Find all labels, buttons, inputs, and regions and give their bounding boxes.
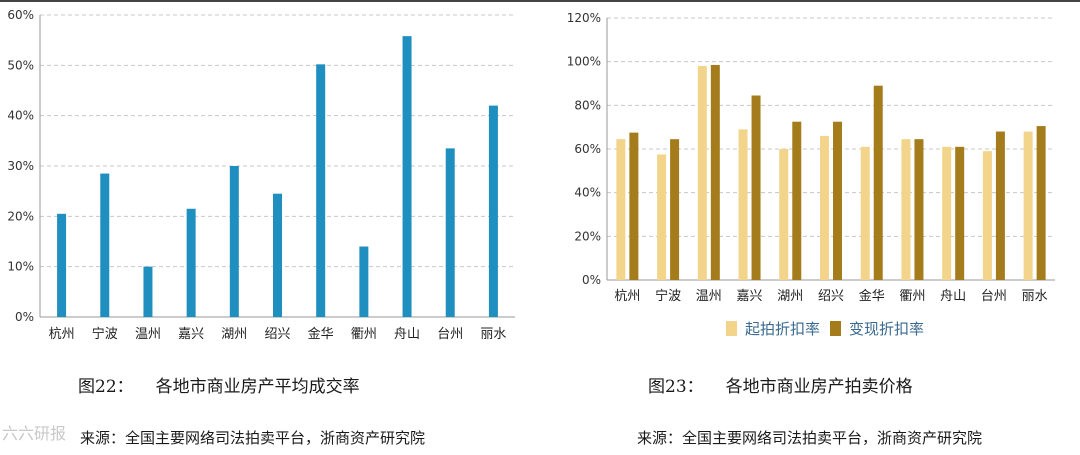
x-category-label: 金华 (308, 326, 334, 342)
bar (57, 213, 67, 317)
bar-start-discount (901, 139, 911, 280)
bar (229, 166, 239, 317)
watermark: 六六研报 (2, 424, 67, 443)
legend-swatch (830, 321, 841, 336)
y-tick-label: 120% (567, 11, 601, 25)
bar (273, 193, 282, 317)
bar-realized-discount (670, 139, 680, 280)
y-tick-label: 20% (7, 209, 34, 223)
bar (445, 148, 455, 317)
bar-start-discount (779, 149, 789, 280)
bar-realized-discount (955, 146, 965, 280)
bar-start-discount (1023, 131, 1033, 280)
x-category-label: 台州 (981, 289, 1007, 304)
x-category-label: 杭州 (49, 327, 75, 342)
x-category-label: 温州 (696, 289, 722, 304)
bar-start-discount (982, 151, 992, 280)
x-category-label: 绍兴 (818, 289, 844, 304)
y-tick-label: 60% (574, 142, 601, 156)
x-category-label: 衢州 (899, 289, 925, 304)
y-tick-label: 60% (7, 8, 34, 22)
bar-start-discount (942, 146, 952, 280)
right-caption-number: 图23： (648, 377, 704, 397)
bar-realized-discount (629, 132, 639, 280)
x-category-label: 舟山 (394, 327, 420, 342)
y-tick-label: 30% (7, 159, 34, 173)
x-category-label: 湖州 (777, 289, 803, 304)
x-category-label: 丽水 (480, 327, 506, 342)
y-tick-label: 0% (15, 310, 34, 324)
left-chart-average-transaction-rate: 0% 10% 20% 30% 40% 50% 60% 杭州 宁波 温州 嘉兴 湖州 绍兴 金华 衢州 舟山 台州… (7, 8, 515, 342)
y-tick-label: 20% (574, 229, 601, 243)
left-chart-caption: 图22： 各地市商业房产平均成交率 (78, 372, 360, 397)
bar-start-discount (738, 129, 748, 280)
bar-start-discount (616, 139, 626, 280)
bar-start-discount (697, 66, 707, 281)
right-chart-auction-discount-rate: 0% 20% 40% 60% 80% 100% 120% 杭州 宁波 温州 嘉兴 湖州 绍兴 金华 衢州 舟山… (567, 11, 1055, 338)
x-category-label: 嘉兴 (178, 327, 204, 342)
bar-realized-discount (751, 95, 761, 280)
x-category-label: 台州 (437, 327, 463, 342)
bar-realized-discount (710, 64, 720, 280)
bar (402, 36, 412, 317)
bar (100, 173, 110, 317)
x-category-label: 衢州 (351, 327, 377, 342)
bar-realized-discount (873, 85, 883, 280)
x-category-label: 宁波 (655, 288, 681, 304)
y-tick-label: 100% (567, 55, 601, 69)
bar (143, 266, 153, 317)
x-category-label: 绍兴 (264, 327, 290, 342)
x-category-label: 湖州 (221, 327, 247, 342)
x-category-label: 宁波 (92, 326, 118, 342)
legend-swatch (726, 321, 737, 336)
y-tick-label: 10% (7, 260, 34, 274)
y-tick-label: 80% (574, 98, 601, 112)
top-rule (0, 0, 1080, 2)
y-tick-label: 40% (7, 109, 34, 123)
bar-realized-discount (995, 131, 1005, 280)
right-source-note: 来源：全国主要网络司法拍卖平台，浙商资产研究院 (637, 429, 983, 447)
bar-realized-discount (792, 121, 802, 280)
y-tick-label: 40% (574, 186, 601, 200)
bar-realized-discount (833, 121, 842, 280)
x-category-label: 舟山 (940, 289, 966, 304)
y-tick-label: 50% (7, 58, 34, 72)
bar-start-discount (657, 154, 667, 280)
y-tick-label: 0% (582, 273, 601, 287)
bar-start-discount (820, 135, 829, 280)
left-caption-number: 图22： (78, 377, 134, 397)
right-chart-caption: 图23： 各地市商业房产拍卖价格 (648, 372, 913, 397)
bar-realized-discount (1036, 126, 1046, 280)
legend-label: 变现折扣率 (849, 320, 924, 338)
right-caption-title: 各地市商业房产拍卖价格 (725, 377, 913, 397)
x-category-label: 嘉兴 (737, 289, 763, 304)
x-category-label: 杭州 (614, 289, 640, 304)
bar-start-discount (860, 146, 870, 280)
left-source-note: 来源：全国主要网络司法拍卖平台，浙商资产研究院 (80, 429, 426, 447)
bar (359, 246, 369, 317)
x-category-label: 金华 (859, 288, 885, 304)
bar (186, 208, 196, 317)
left-caption-title: 各地市商业房产平均成交率 (155, 377, 360, 397)
bar (488, 105, 498, 317)
bar (316, 64, 326, 318)
x-category-label: 温州 (135, 327, 161, 342)
bar-realized-discount (914, 139, 924, 280)
x-category-label: 丽水 (1022, 289, 1048, 304)
legend-label: 起拍折扣率 (745, 320, 820, 338)
